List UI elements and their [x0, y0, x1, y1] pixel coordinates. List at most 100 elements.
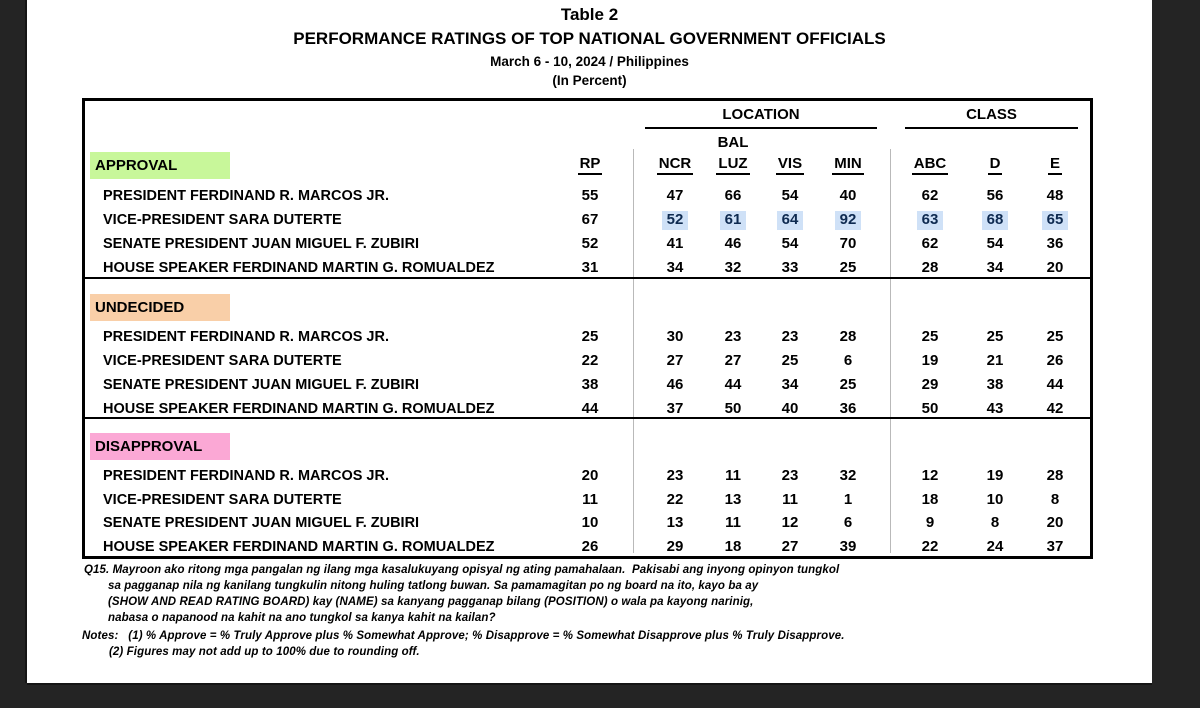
cell-d: 24 [986, 538, 1004, 555]
official-name: SENATE PRESIDENT JUAN MIGUEL F. ZUBIRI [103, 377, 420, 393]
table-row: SENATE PRESIDENT JUAN MIGUEL F. ZUBIRI 10… [85, 513, 1090, 533]
official-name: HOUSE SPEAKER FERDINAND MARTIN G. ROMUAL… [103, 539, 495, 555]
cell-vis: 25 [781, 352, 799, 369]
divider-rp-location [633, 149, 634, 553]
cell-d: 10 [986, 491, 1004, 508]
cell-vis: 23 [781, 328, 799, 345]
cell-luz: 66 [724, 187, 742, 204]
column-header-e: E [1027, 155, 1083, 177]
table-row: HOUSE SPEAKER FERDINAND MARTIN G. ROMUAL… [85, 537, 1090, 557]
cell-min: 70 [839, 235, 857, 252]
table-row: HOUSE SPEAKER FERDINAND MARTIN G. ROMUAL… [85, 399, 1090, 419]
cell-luz: 46 [724, 235, 742, 252]
table-row: VICE-PRESIDENT SARA DUTERTE 11 22 13 11 1 18 10… [85, 490, 1090, 510]
cell-luz: 18 [724, 538, 742, 555]
cell-luz: 23 [724, 328, 742, 345]
table-row: PRESIDENT FERDINAND R. MARCOS JR. 55 47 66 5… [85, 186, 1090, 206]
cell-min: 36 [839, 400, 857, 417]
cell-min: 6 [843, 514, 853, 531]
cell-d: 34 [986, 259, 1004, 276]
cell-d: 54 [986, 235, 1004, 252]
column-header-d: D [967, 155, 1023, 177]
cell-min: 40 [839, 187, 857, 204]
cell-abc: 63 [902, 210, 958, 230]
cell-ncr: 37 [666, 400, 684, 417]
cell-d: 38 [986, 376, 1004, 393]
column-header-luz: LUZ [705, 155, 761, 177]
cell-e: 42 [1046, 400, 1064, 417]
official-name: HOUSE SPEAKER FERDINAND MARTIN G. ROMUAL… [103, 260, 495, 276]
cell-rp: 67 [581, 211, 599, 228]
highlighted-value: 68 [981, 211, 1009, 230]
cell-luz: 44 [724, 376, 742, 393]
column-header-abc: ABC [902, 155, 958, 177]
cell-ncr: 34 [666, 259, 684, 276]
highlighted-value: 63 [916, 211, 944, 230]
official-name: VICE-PRESIDENT SARA DUTERTE [103, 353, 342, 369]
official-name: VICE-PRESIDENT SARA DUTERTE [103, 212, 342, 228]
ratings-table: LOCATION CLASS BAL RP NCR LUZ VIS MIN ABC D E A… [82, 98, 1093, 559]
cell-e: 25 [1046, 328, 1064, 345]
column-header-label: E [1047, 155, 1062, 175]
question-text-line: sa pagganap nila ng kanilang tungkulin n… [108, 580, 759, 592]
column-header-label: MIN [832, 155, 864, 175]
cell-abc: 9 [925, 514, 935, 531]
cell-ncr: 29 [666, 538, 684, 555]
column-header-label: RP [577, 155, 603, 175]
cell-min: 28 [839, 328, 857, 345]
column-header-label: ABC [911, 155, 949, 175]
cell-min: 1 [843, 491, 853, 508]
cell-min: 25 [839, 376, 857, 393]
column-header-ncr: NCR [647, 155, 703, 177]
page-title: PERFORMANCE RATINGS OF TOP NATIONAL GOVE… [293, 29, 886, 48]
cell-min: 25 [839, 259, 857, 276]
cell-d: 21 [986, 352, 1004, 369]
cell-d: 25 [986, 328, 1004, 345]
cell-d: 56 [986, 187, 1004, 204]
cell-d: 8 [990, 514, 1000, 531]
cell-rp: 44 [581, 400, 599, 417]
cell-abc: 28 [921, 259, 939, 276]
question-text-line: nabasa o napanood na kahit na ano tungko… [108, 612, 496, 624]
section-label-undecided: UNDECIDED [90, 294, 230, 321]
cell-luz: 27 [724, 352, 742, 369]
cell-vis: 11 [782, 491, 798, 508]
cell-ncr: 52 [647, 210, 703, 230]
cell-abc: 19 [921, 352, 939, 369]
bal-luz-upper-label: BAL [717, 134, 749, 151]
cell-abc: 12 [921, 467, 939, 484]
highlighted-value: 64 [776, 211, 804, 230]
table-row: PRESIDENT FERDINAND R. MARCOS JR. 20 23 11 2… [85, 466, 1090, 486]
cell-rp: 25 [581, 328, 599, 345]
cell-ncr: 46 [666, 376, 684, 393]
cell-e: 65 [1027, 210, 1083, 230]
cell-abc: 29 [921, 376, 939, 393]
cell-e: 37 [1046, 538, 1064, 555]
cell-d: 68 [967, 210, 1023, 230]
cell-min: 39 [839, 538, 857, 555]
cell-luz: 11 [725, 467, 741, 484]
column-header-min: MIN [820, 155, 876, 177]
official-name: PRESIDENT FERDINAND R. MARCOS JR. [103, 329, 389, 345]
highlighted-value: 92 [834, 211, 862, 230]
cell-rp: 11 [582, 491, 598, 508]
section-separator [85, 417, 1090, 419]
cell-luz: 13 [724, 491, 742, 508]
cell-min: 6 [843, 352, 853, 369]
cell-rp: 52 [581, 235, 599, 252]
cell-ncr: 41 [666, 235, 684, 252]
column-header-label: LUZ [716, 155, 750, 175]
cell-vis: 12 [781, 514, 799, 531]
column-header-vis: VIS [762, 155, 818, 177]
table-number: Table 2 [560, 5, 619, 24]
document-page: Table 2 PERFORMANCE RATINGS OF TOP NATIO… [27, 0, 1152, 683]
cell-vis: 23 [781, 467, 799, 484]
table-row: VICE-PRESIDENT SARA DUTERTE 67 52 61 64 92 63 6… [85, 210, 1090, 230]
cell-luz: 61 [705, 210, 761, 230]
table-row: SENATE PRESIDENT JUAN MIGUEL F. ZUBIRI 52… [85, 234, 1090, 254]
cell-ncr: 22 [666, 491, 684, 508]
cell-vis: 54 [781, 235, 799, 252]
divider-location-class [890, 149, 891, 553]
official-name: SENATE PRESIDENT JUAN MIGUEL F. ZUBIRI [103, 236, 420, 252]
cell-vis: 27 [781, 538, 799, 555]
